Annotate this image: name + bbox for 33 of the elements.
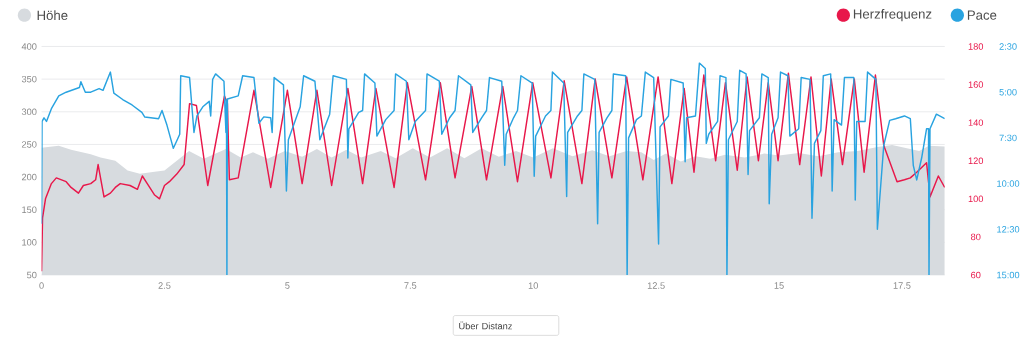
y-tick-label: 100 [22,238,37,246]
y2-tick-label: 160 [968,81,984,88]
y-tick-label: 150 [22,206,37,213]
y-tick-label: 300 [21,108,37,115]
y-tick-label: 50 [27,271,37,279]
y3-tick-label: 12:30 [997,225,1020,233]
x-tick-label: 2.5 [158,282,171,289]
y-tick-label: 250 [21,141,37,148]
y-tick-label: 350 [21,75,37,83]
y-tick-label: 200 [21,173,37,181]
y2-tick-label: 140 [968,119,984,126]
y-tick-label: 400 [21,43,37,50]
x-tick-label: 0 [39,282,44,289]
x-tick-label: 12.5 [647,282,665,289]
y3-tick-label: 10:00 [997,180,1020,187]
legend-label: Herzfrequenz [853,8,932,22]
x-tick-label: 17.5 [893,282,911,289]
y2-tick-label: 120 [968,157,984,164]
y3-tick-label: 2:30 [999,43,1017,50]
text: Über Distanz [459,321,512,330]
legend-label: Pace [967,10,997,20]
y2-tick-label: 100 [968,195,984,202]
y2-tick-label: 60 [971,271,981,279]
y3-tick-label: 5:00 [999,88,1017,96]
y2-tick-label: 180 [968,43,984,50]
legend-label: Höhe [37,10,68,20]
y3-tick-label: 15:00 [997,271,1020,279]
x-tick-label: 10 [528,282,538,289]
x-tick-label: 15 [774,282,784,289]
y2-tick-label: 80 [970,233,981,241]
x-tick-label: 7.5 [404,282,417,289]
x-tick-label: 5 [285,282,290,289]
y3-tick-label: 7:30 [999,134,1017,142]
